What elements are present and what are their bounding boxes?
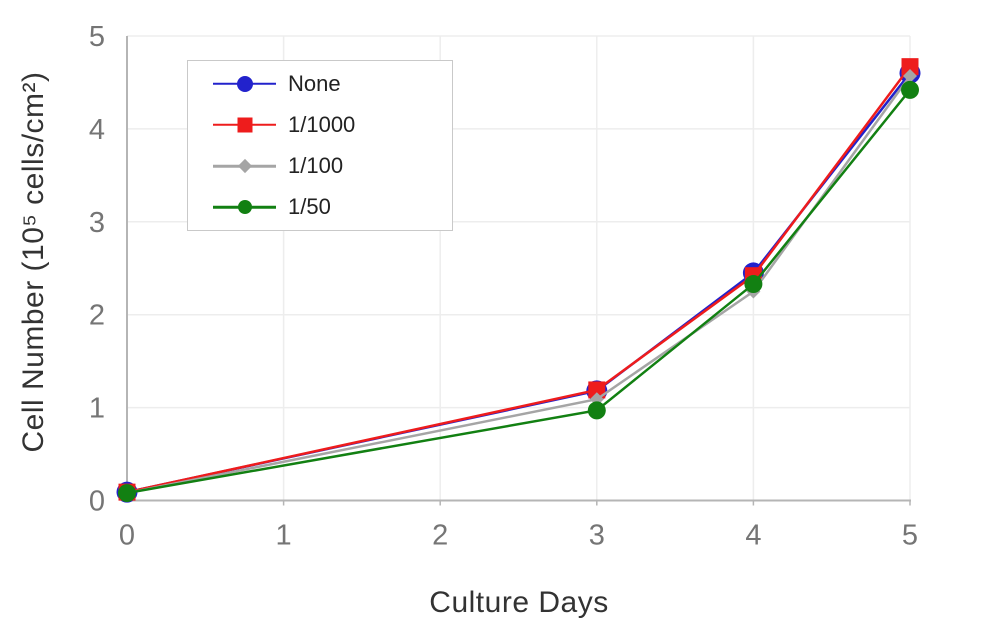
legend-label: 1/50 [288, 194, 331, 220]
legend-item-none: None [188, 63, 452, 104]
y-tick-label: 4 [89, 114, 105, 146]
legend-item-1-100: 1/100 [188, 146, 452, 187]
x-tick-label: 5 [902, 520, 918, 552]
legend: None 1/1000 1/100 1/50 [187, 60, 453, 231]
y-tick-label: 1 [89, 393, 105, 425]
x-tick-label: 2 [432, 520, 448, 552]
marker-1-50 [901, 80, 919, 99]
marker-1-1000 [901, 58, 919, 76]
legend-swatch [213, 115, 276, 135]
square-marker-icon [237, 117, 252, 133]
x-tick-label: 3 [589, 520, 605, 552]
series-line-1-50 [126, 89, 911, 495]
circle-marker-icon [236, 75, 253, 92]
x-tick-label: 4 [745, 520, 761, 552]
legend-swatch [213, 197, 276, 217]
y-tick-label: 2 [89, 300, 105, 332]
marker-1-50 [744, 275, 763, 294]
legend-swatch [213, 74, 276, 94]
legend-item-1-50: 1/50 [188, 187, 452, 228]
y-axis-title: Cell Number (10⁵ cells/cm²) [17, 71, 50, 453]
marker-1-100 [903, 68, 917, 83]
legend-swatch [213, 156, 276, 176]
x-tick-label: 0 [119, 520, 135, 552]
x-tick-label: 1 [276, 520, 292, 552]
y-tick-label: 0 [89, 486, 105, 518]
legend-item-1-1000: 1/1000 [188, 104, 452, 145]
y-tick-label: 3 [89, 207, 105, 239]
legend-label: 1/1000 [288, 111, 356, 137]
marker-1-50 [118, 484, 136, 503]
x-axis-title: Culture Days [429, 586, 609, 619]
series-line-1-1000 [126, 65, 912, 494]
circle-marker-icon [237, 200, 252, 215]
marker-1-50 [587, 401, 606, 420]
legend-label: None [288, 70, 341, 96]
series-line-1-100 [126, 75, 912, 495]
legend-label: 1/100 [288, 153, 344, 179]
marker-1-1000 [588, 381, 606, 399]
diamond-marker-icon [237, 159, 252, 174]
y-tick-label: 5 [89, 21, 105, 53]
